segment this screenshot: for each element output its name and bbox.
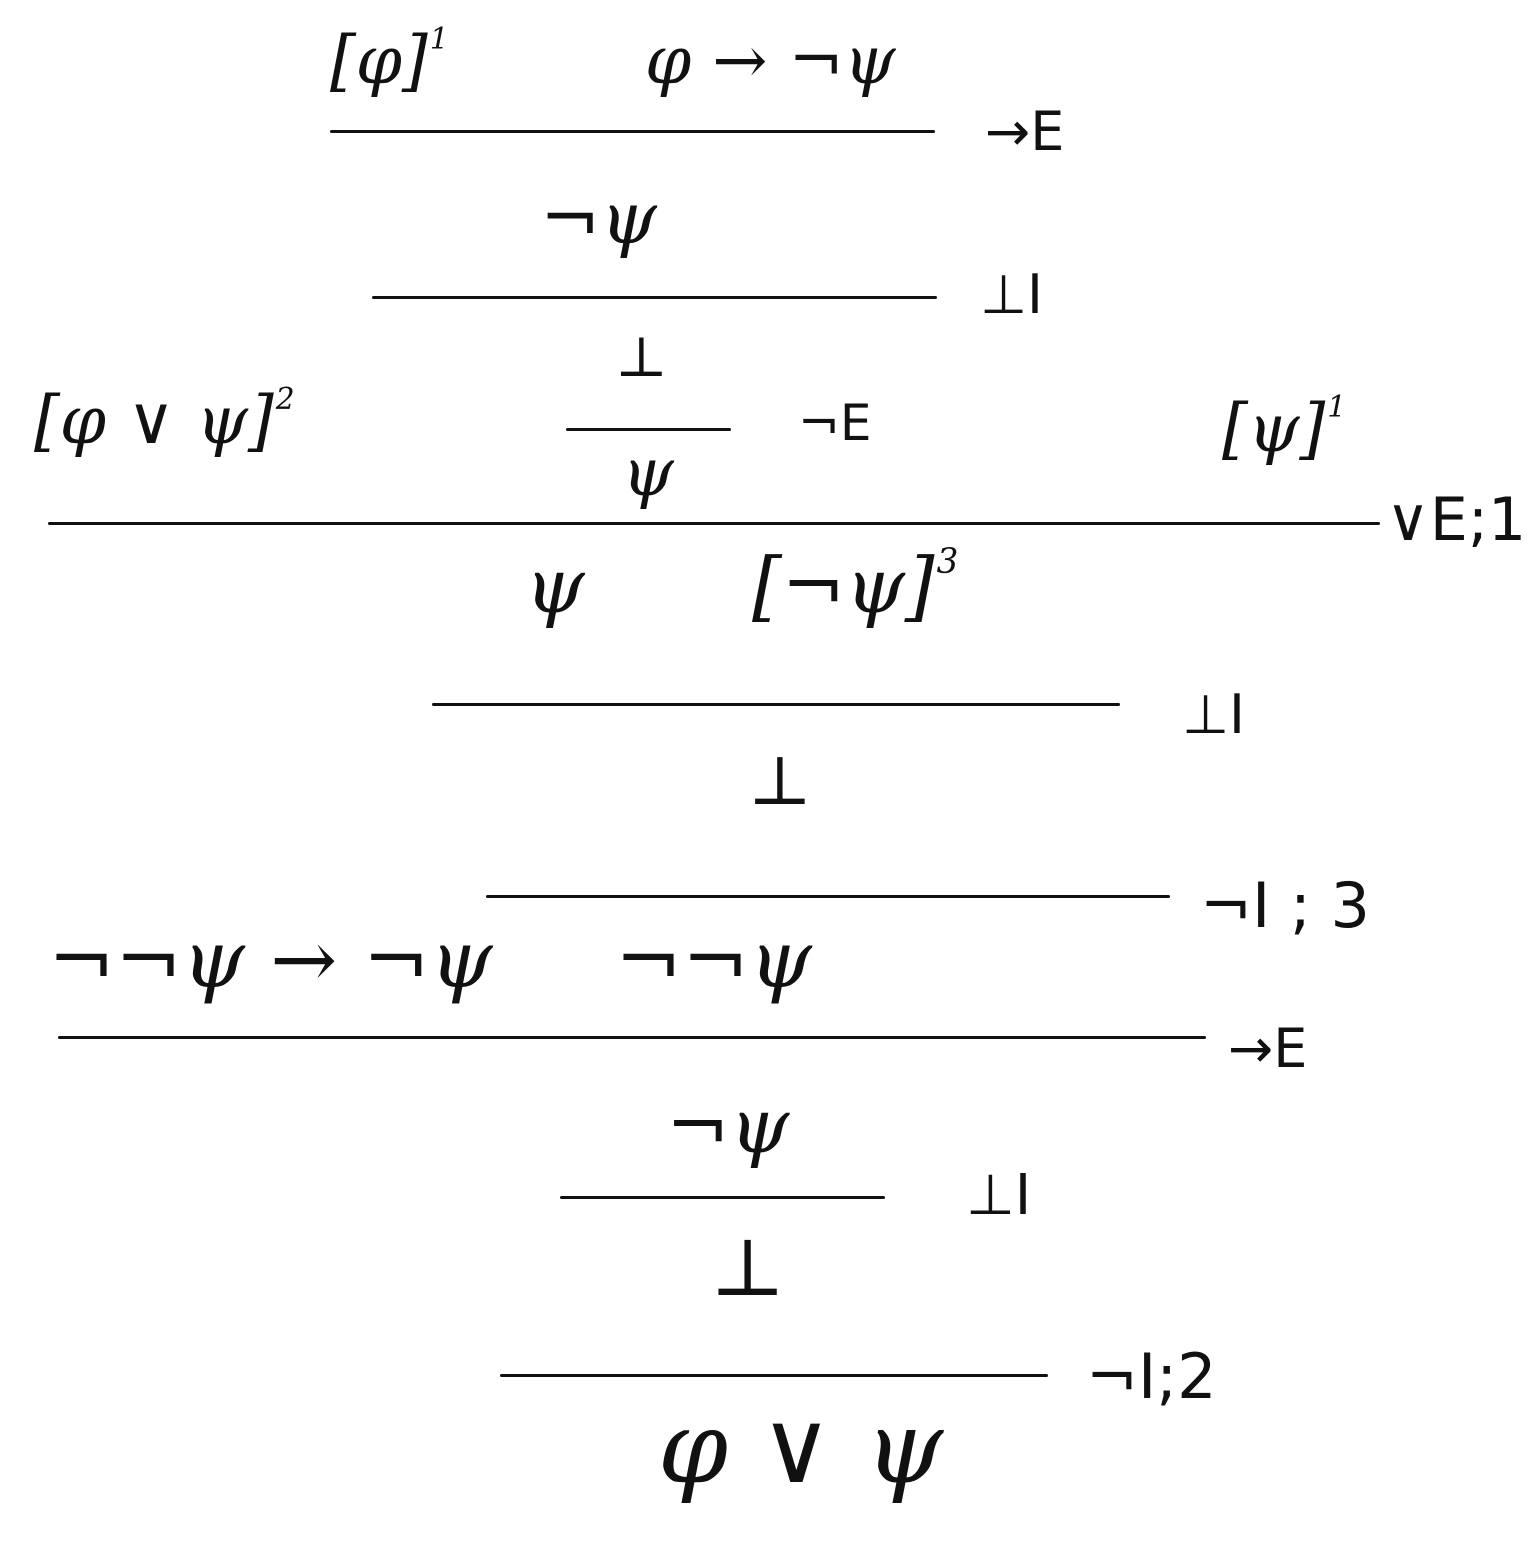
formula-psi-from-bottom: ψ — [622, 434, 674, 511]
conclusion-phi-or-psi: φ ∨ ψ — [658, 1389, 944, 1506]
formula-text: [φ ∨ ψ] — [34, 382, 274, 459]
formula-bottom-1: ⊥ — [615, 325, 668, 390]
formula-bottom-3: ⊥ — [710, 1221, 786, 1314]
rule-label-5: ⊥I — [1182, 683, 1245, 746]
inference-line-1 — [330, 130, 935, 133]
rule-label-8: ⊥I — [966, 1163, 1032, 1228]
formula-not-not-psi: ¬¬ψ — [615, 913, 812, 1006]
rule-label-7: →E — [1228, 1017, 1308, 1080]
inference-line-2 — [372, 296, 937, 299]
rule-label-3: ¬E — [798, 394, 872, 452]
discharge-label: 1 — [1327, 390, 1347, 426]
inference-line-3 — [566, 428, 731, 431]
formula-not-psi-top: ¬ψ — [540, 176, 657, 260]
assumption-not-psi-3: [¬ψ]3 — [752, 544, 958, 624]
rule-label-4: ∨E;1 — [1386, 485, 1527, 555]
premise-phi-implies-not-psi: φ → ¬ψ — [645, 22, 896, 99]
assumption-phi-1: [φ]1 — [330, 25, 449, 94]
inference-line-6 — [486, 895, 1170, 898]
inference-line-9 — [500, 1374, 1048, 1377]
discharge-label: 1 — [429, 22, 449, 58]
inference-line-4 — [48, 522, 1380, 525]
formula-text: [φ] — [330, 22, 428, 99]
discharge-label: 3 — [936, 541, 959, 582]
formula-bottom-2: ⊥ — [748, 742, 812, 821]
inference-line-8 — [560, 1196, 885, 1199]
formula-not-psi-lower: ¬ψ — [666, 1081, 790, 1170]
formula-text: [ψ] — [1222, 390, 1326, 467]
formula-text: [¬ψ] — [752, 541, 935, 630]
assumption-phi-or-psi: [φ ∨ ψ]2 — [34, 385, 295, 454]
discharge-label: 2 — [275, 382, 295, 418]
premise-not-not-psi-implies-not-psi: ¬¬ψ → ¬ψ — [48, 913, 493, 1006]
formula-psi-mid: ψ — [525, 541, 585, 630]
inference-line-5 — [432, 703, 1120, 706]
rule-label-2: ⊥I — [980, 263, 1043, 326]
assumption-psi-1: [ψ]1 — [1222, 393, 1346, 462]
rule-label-1: →E — [985, 100, 1065, 163]
inference-line-7 — [58, 1036, 1206, 1039]
rule-label-9: ¬I;2 — [1086, 1340, 1217, 1413]
rule-label-6: ¬I ; 3 — [1200, 869, 1370, 942]
